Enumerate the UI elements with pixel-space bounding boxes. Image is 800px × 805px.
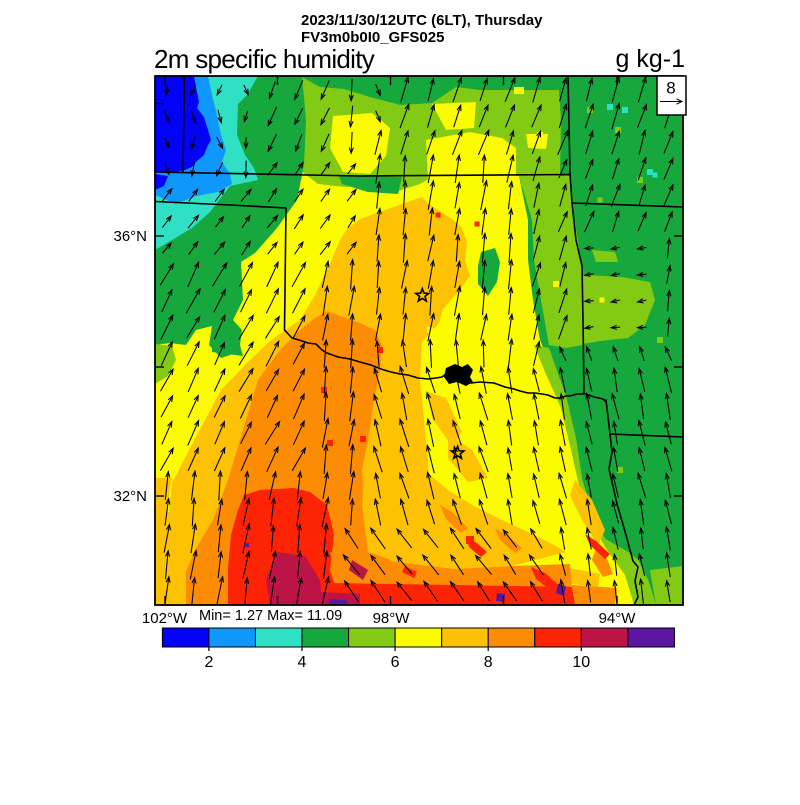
svg-text:8: 8 [666,79,675,98]
svg-text:2023/11/30/12UTC (6LT), Thursd: 2023/11/30/12UTC (6LT), Thursday [301,12,543,29]
svg-text:94°W: 94°W [599,610,637,627]
svg-text:102°W: 102°W [142,610,188,627]
svg-text:32°N: 32°N [113,488,147,505]
svg-text:6: 6 [391,654,400,671]
svg-text:10: 10 [572,654,590,671]
svg-text:4: 4 [298,654,307,671]
svg-text:2m specific humidity: 2m specific humidity [154,44,375,74]
svg-text:8: 8 [484,654,493,671]
svg-text:FV3m0b0I0_GFS025: FV3m0b0I0_GFS025 [301,29,444,46]
svg-text:98°W: 98°W [373,610,411,627]
svg-text:2: 2 [204,654,213,671]
svg-text:36°N: 36°N [113,228,147,245]
svg-text:g kg-1: g kg-1 [616,45,685,73]
svg-text:Min= 1.27 Max= 11.09: Min= 1.27 Max= 11.09 [199,608,342,624]
